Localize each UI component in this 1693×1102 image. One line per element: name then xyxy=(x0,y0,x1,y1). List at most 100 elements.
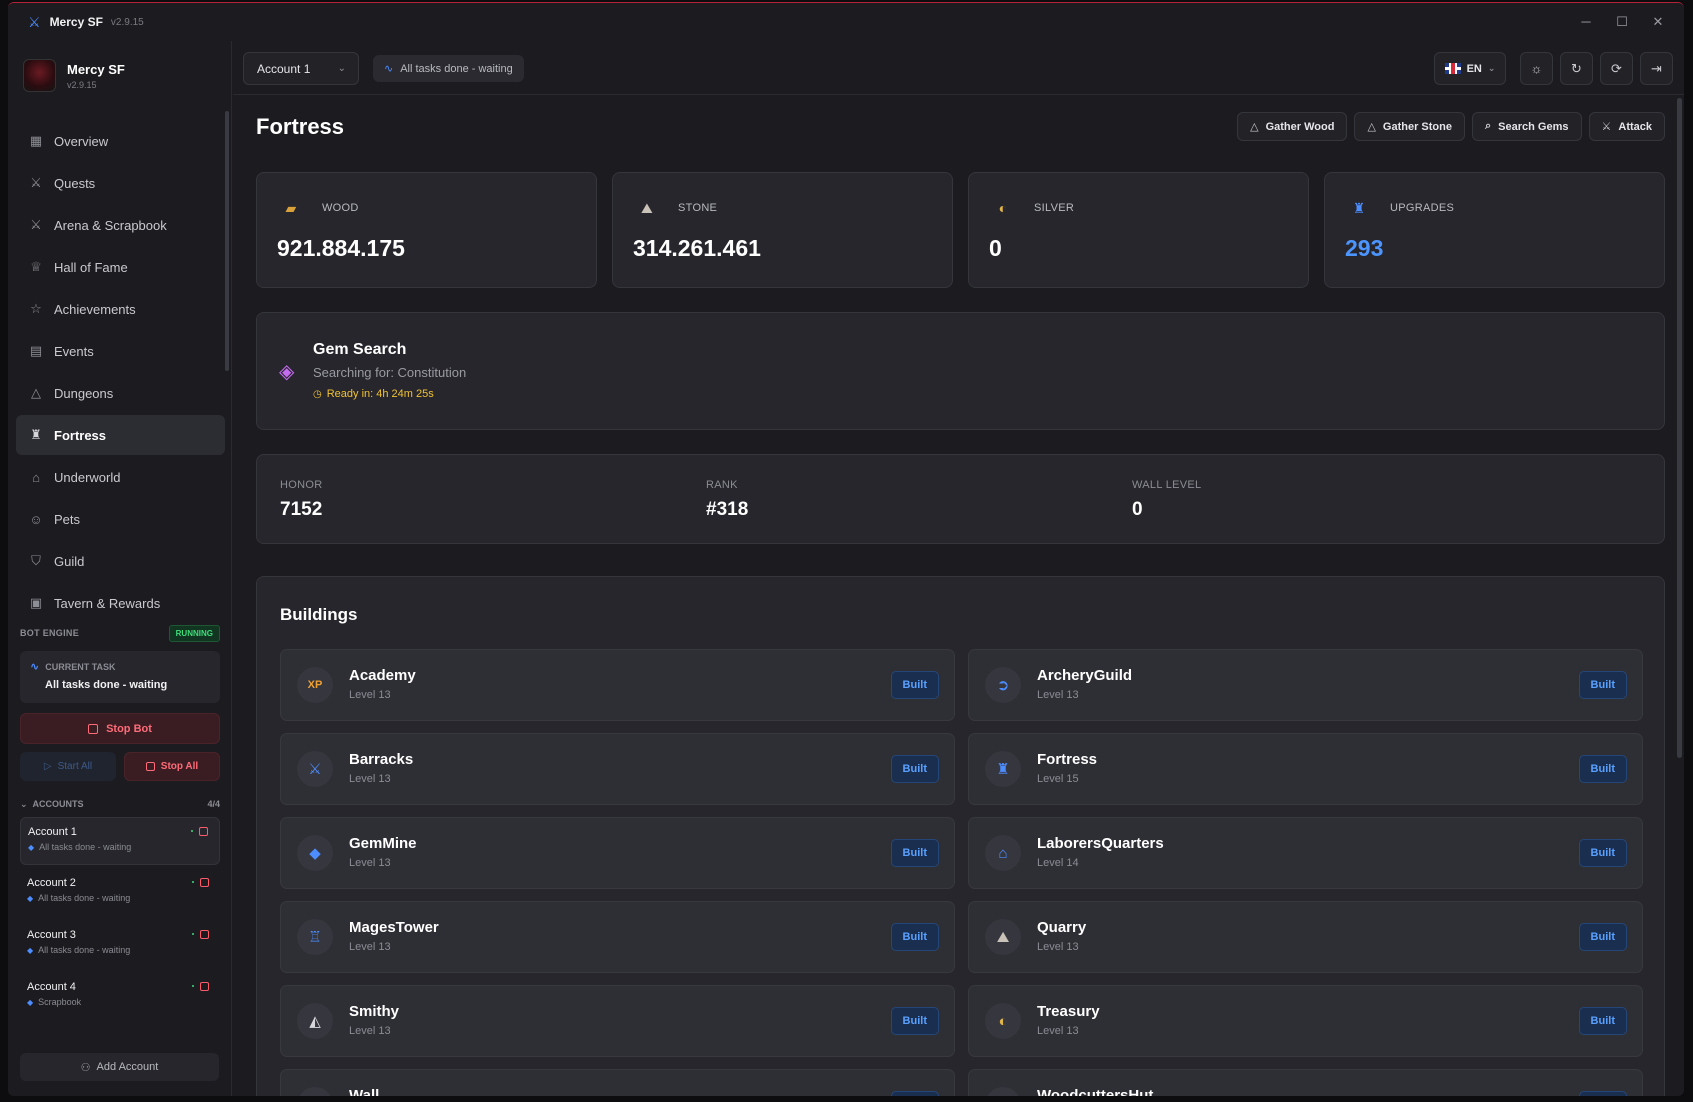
maximize-icon[interactable]: ☐ xyxy=(1616,14,1628,29)
sidebar-item-tavern-and-rewards[interactable]: ▣ Tavern & Rewards xyxy=(16,583,225,623)
building-level: Level 13 xyxy=(1037,1025,1079,1037)
stat-label: WALL LEVEL xyxy=(1132,479,1202,491)
sidebar-item-label: Pets xyxy=(54,511,81,527)
built-badge[interactable]: Built xyxy=(890,755,939,783)
building-academy: XP Academy Level 13 Built xyxy=(280,649,955,721)
language-value: EN xyxy=(1466,62,1482,75)
sidebar-scrollbar[interactable] xyxy=(225,111,229,371)
sync-button[interactable]: ⟳ xyxy=(1600,52,1633,85)
brand-name: Mercy SF xyxy=(67,61,125,77)
window-title: Mercy SF xyxy=(49,15,103,29)
account-item[interactable]: Account 1 ◆ All tasks done - waiting xyxy=(20,817,220,865)
attack-button[interactable]: ⚔ Attack xyxy=(1588,112,1665,141)
stop-account-icon[interactable] xyxy=(200,878,209,887)
stop-account-icon[interactable] xyxy=(200,982,209,991)
language-select[interactable]: EN ⌄ xyxy=(1434,52,1506,85)
swords-icon: ⚔ xyxy=(30,217,42,232)
stop-account-icon[interactable] xyxy=(200,930,209,939)
close-icon[interactable]: ✕ xyxy=(1652,14,1664,29)
sidebar-item-label: Dungeons xyxy=(54,385,114,401)
building-barracks: ⚔ Barracks Level 13 Built xyxy=(280,733,955,805)
building-level: Level 15 xyxy=(1037,773,1079,785)
stat-value: 7152 xyxy=(280,499,323,520)
building-wall: ⛉ Wall Built xyxy=(280,1069,955,1096)
gem-search-ready: Ready in: 4h 24m 25s xyxy=(326,388,434,400)
stat-label: RANK xyxy=(706,479,738,491)
refresh-button[interactable]: ↻ xyxy=(1560,52,1593,85)
search-gems-button[interactable]: ⌕ Search Gems xyxy=(1472,112,1582,141)
built-badge[interactable]: Built xyxy=(1578,671,1627,699)
built-badge[interactable]: Built xyxy=(890,923,939,951)
start-all-button[interactable]: ▷ Start All xyxy=(20,752,116,781)
account-item[interactable]: Account 2 ◆ All tasks done - waiting xyxy=(20,869,220,917)
resource-card-wood: ▰ WOOD 921.884.175 xyxy=(256,172,597,288)
stop-all-button[interactable]: Stop All xyxy=(124,752,220,781)
built-badge[interactable]: Built xyxy=(890,1007,939,1035)
built-badge[interactable]: Built xyxy=(1578,839,1627,867)
sidebar-item-hall-of-fame[interactable]: ♕ Hall of Fame xyxy=(16,247,225,287)
upgrades-icon: ♜ xyxy=(1352,199,1366,216)
building-level: Level 13 xyxy=(349,1025,391,1037)
building-name: Quarry xyxy=(1037,919,1087,936)
online-dot xyxy=(192,933,194,935)
sidebar-item-achievements[interactable]: ☆ Achievements xyxy=(16,289,225,329)
sidebar: Mercy SF v2.9.15 ▦ Overview ⚔ Quests ⚔ Arena … xyxy=(8,41,232,1096)
gather-stone-button[interactable]: △ Gather Stone xyxy=(1354,112,1465,141)
sidebar-item-pets[interactable]: ☺ Pets xyxy=(16,499,225,539)
sidebar-item-overview[interactable]: ▦ Overview xyxy=(16,121,225,161)
logout-button[interactable]: ⇥ xyxy=(1640,52,1673,85)
sidebar-item-fortress[interactable]: ♜ Fortress xyxy=(16,415,225,455)
built-badge[interactable]: Built xyxy=(890,671,939,699)
online-dot xyxy=(192,881,194,883)
main-scrollbar[interactable] xyxy=(1677,98,1682,758)
sidebar-item-guild[interactable]: ⛉ Guild xyxy=(16,541,225,581)
account-select[interactable]: Account 1 ⌄ xyxy=(243,52,359,85)
sidebar-item-quests[interactable]: ⚔ Quests xyxy=(16,163,225,203)
stop-icon xyxy=(88,723,99,734)
built-badge[interactable]: Built xyxy=(1578,1007,1627,1035)
online-dot xyxy=(191,830,193,832)
status-badge: RUNNING xyxy=(168,624,220,642)
gather-wood-button[interactable]: △ Gather Wood xyxy=(1237,112,1348,141)
built-badge[interactable]: Built xyxy=(890,1091,939,1096)
sidebar-item-dungeons[interactable]: △ Dungeons xyxy=(16,373,225,413)
stop-bot-button[interactable]: Stop Bot xyxy=(20,713,220,744)
built-badge[interactable]: Built xyxy=(1578,1091,1627,1096)
built-badge[interactable]: Built xyxy=(1578,923,1627,951)
sidebar-item-label: Tavern & Rewards xyxy=(54,595,161,611)
stat-value: 0 xyxy=(1132,499,1143,520)
building-gemmine: ◆ GemMine Level 13 Built xyxy=(280,817,955,889)
stat-rank: RANK #318 xyxy=(706,479,748,521)
wood-icon: ▰ xyxy=(285,199,297,216)
accounts-header[interactable]: ⌄ ACCOUNTS 4/4 xyxy=(20,795,220,813)
swords-icon: ⚔ xyxy=(30,175,42,190)
gem-search-title: Gem Search xyxy=(313,341,407,358)
building-name: Wall xyxy=(349,1087,380,1096)
building-name: Barracks xyxy=(349,751,414,768)
activity-icon: ◆ xyxy=(27,997,34,1007)
account-item[interactable]: Account 3 ◆ All tasks done - waiting xyxy=(20,921,220,969)
action-label: Gather Stone xyxy=(1382,120,1452,133)
sidebar-item-arena-and-scrapbook[interactable]: ⚔ Arena & Scrapbook xyxy=(16,205,225,245)
account-name: Account 4 xyxy=(27,981,76,993)
built-badge[interactable]: Built xyxy=(890,839,939,867)
bot-engine-label: BOT ENGINE xyxy=(20,628,80,638)
gather-wood-icon: △ xyxy=(1250,121,1259,133)
avatar xyxy=(23,59,56,92)
account-status: All tasks done - waiting xyxy=(38,893,131,903)
minimize-icon[interactable]: ─ xyxy=(1581,14,1591,29)
sidebar-item-events[interactable]: ▤ Events xyxy=(16,331,225,371)
theme-toggle-button[interactable]: ☼ xyxy=(1520,52,1553,85)
add-account-button[interactable]: ⚇ Add Account xyxy=(20,1053,219,1081)
stone-icon: ⛰ xyxy=(640,199,654,216)
sync-icon: ⟳ xyxy=(1611,60,1622,76)
building-level: Level 13 xyxy=(1037,689,1079,701)
wall-icon: ⛉ xyxy=(297,1087,333,1096)
account-item[interactable]: Account 4 ◆ Scrapbook xyxy=(20,973,220,1021)
chevron-down-icon: ⌄ xyxy=(1487,63,1496,73)
laborersquarters-icon: ⌂ xyxy=(985,835,1021,871)
sidebar-item-underworld[interactable]: ⌂ Underworld xyxy=(16,457,225,497)
built-badge[interactable]: Built xyxy=(1578,755,1627,783)
stop-account-icon[interactable] xyxy=(199,827,208,836)
mountain-icon: △ xyxy=(31,385,41,400)
